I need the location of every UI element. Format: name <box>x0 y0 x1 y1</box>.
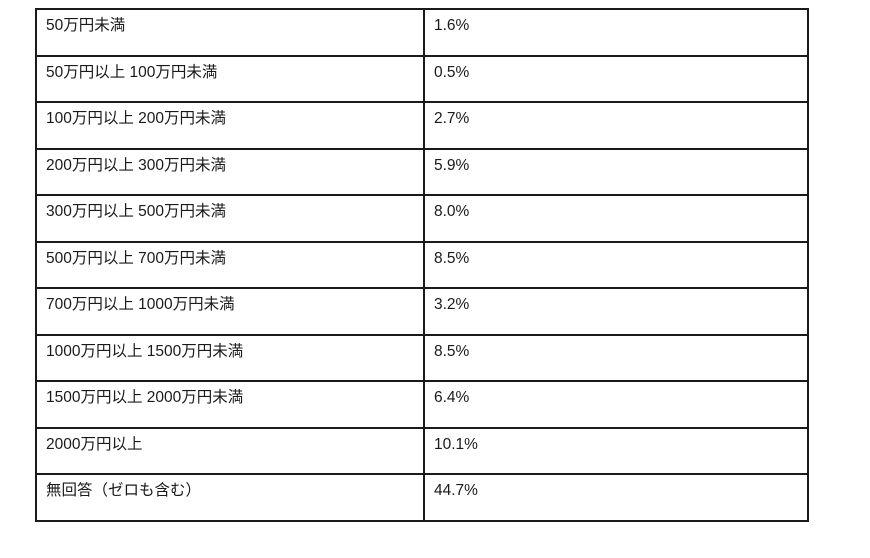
percentage-cell: 8.5% <box>423 240 809 289</box>
income-range-cell: 500万円以上 700万円未満 <box>35 240 425 289</box>
income-range-cell: 無回答（ゼロも含む） <box>35 473 425 522</box>
table-row: 2000万円以上 10.1% <box>35 426 809 475</box>
percentage-cell: 0.5% <box>423 54 809 103</box>
table-row: 700万円以上 1000万円未満 3.2% <box>35 287 809 336</box>
table-row: 500万円以上 700万円未満 8.5% <box>35 240 809 289</box>
percentage-cell: 2.7% <box>423 101 809 150</box>
income-range-cell: 1500万円以上 2000万円未満 <box>35 380 425 429</box>
table-row: 50万円未満 1.6% <box>35 8 809 57</box>
table-row: 100万円以上 200万円未満 2.7% <box>35 101 809 150</box>
income-range-cell: 100万円以上 200万円未満 <box>35 101 425 150</box>
table-row: 50万円以上 100万円未満 0.5% <box>35 54 809 103</box>
table-row: 200万円以上 300万円未満 5.9% <box>35 147 809 196</box>
percentage-cell: 8.5% <box>423 333 809 382</box>
income-range-cell: 300万円以上 500万円未満 <box>35 194 425 243</box>
table-row: 無回答（ゼロも含む） 44.7% <box>35 473 809 522</box>
percentage-cell: 8.0% <box>423 194 809 243</box>
income-range-cell: 200万円以上 300万円未満 <box>35 147 425 196</box>
table-row: 1000万円以上 1500万円未満 8.5% <box>35 333 809 382</box>
percentage-cell: 44.7% <box>423 473 809 522</box>
percentage-cell: 3.2% <box>423 287 809 336</box>
percentage-cell: 6.4% <box>423 380 809 429</box>
percentage-cell: 5.9% <box>423 147 809 196</box>
income-range-cell: 2000万円以上 <box>35 426 425 475</box>
percentage-cell: 10.1% <box>423 426 809 475</box>
table-row: 1500万円以上 2000万円未満 6.4% <box>35 380 809 429</box>
income-range-cell: 1000万円以上 1500万円未満 <box>35 333 425 382</box>
table-row: 300万円以上 500万円未満 8.0% <box>35 194 809 243</box>
percentage-cell: 1.6% <box>423 8 809 57</box>
income-range-cell: 50万円未満 <box>35 8 425 57</box>
income-table-body: 50万円未満 1.6% 50万円以上 100万円未満 0.5% 100万円以上 200万… <box>35 8 809 522</box>
income-range-cell: 50万円以上 100万円未満 <box>35 54 425 103</box>
income-distribution-table: 50万円未満 1.6% 50万円以上 100万円未満 0.5% 100万円以上 200万… <box>35 8 809 522</box>
income-range-cell: 700万円以上 1000万円未満 <box>35 287 425 336</box>
